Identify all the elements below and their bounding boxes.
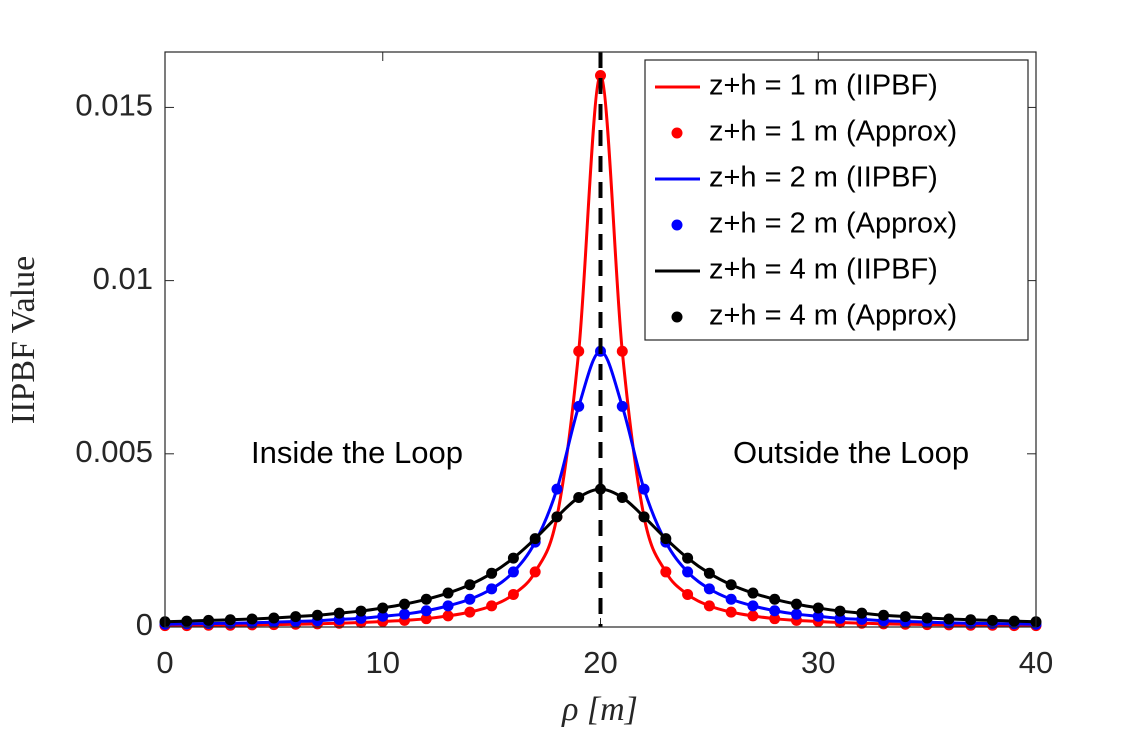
data-point xyxy=(442,600,454,612)
x-tick-label: 0 xyxy=(156,645,173,680)
x-tick-label: 10 xyxy=(366,645,400,680)
data-point xyxy=(573,491,585,503)
data-point xyxy=(790,598,802,610)
x-tick-label: 20 xyxy=(583,645,617,680)
annotation: Inside the Loop xyxy=(251,435,463,470)
legend-label: z+h = 2 m (IIPBF) xyxy=(709,162,938,194)
data-point xyxy=(595,70,606,82)
annotation: Outside the Loop xyxy=(733,435,969,470)
data-point xyxy=(486,600,498,612)
data-point xyxy=(878,609,890,621)
data-point xyxy=(899,611,911,623)
plot-frame xyxy=(164,51,1037,628)
legend-label: z+h = 1 m (IIPBF) xyxy=(709,70,938,102)
legend-marker xyxy=(671,311,683,323)
data-point xyxy=(616,345,628,357)
data-point xyxy=(355,605,367,617)
data-point xyxy=(507,588,519,600)
data-point xyxy=(682,566,694,578)
x-tick-label: 40 xyxy=(1019,645,1053,680)
legend: z+h = 1 m (IIPBF) z+h = 1 m (Approx) z+h =… xyxy=(644,59,1029,341)
y-tick-label: 0 xyxy=(136,607,153,642)
data-point xyxy=(790,608,802,620)
data-point xyxy=(420,605,432,617)
data-point xyxy=(943,613,955,625)
data-point xyxy=(486,567,498,579)
data-point xyxy=(420,613,432,625)
data-point xyxy=(747,587,759,599)
data-point xyxy=(660,533,672,545)
y-tick-label: 0.01 xyxy=(93,261,153,296)
data-point xyxy=(747,610,759,622)
data-point xyxy=(442,610,454,622)
data-point xyxy=(769,605,781,617)
data-point xyxy=(420,593,432,605)
data-point xyxy=(834,605,846,617)
data-point xyxy=(529,533,541,545)
legend-label: z+h = 4 m (IIPBF) xyxy=(709,254,938,286)
x-tick-label: 30 xyxy=(801,645,835,680)
data-point xyxy=(464,593,476,605)
data-point xyxy=(268,612,280,624)
data-point xyxy=(573,345,585,357)
data-point xyxy=(399,598,411,610)
data-point xyxy=(551,483,563,495)
data-point xyxy=(703,600,715,612)
y-tick-label: 0.015 xyxy=(75,88,153,123)
data-point xyxy=(965,614,977,626)
data-point xyxy=(573,400,585,412)
legend-label: z+h = 4 m (Approx) xyxy=(709,300,957,332)
data-point xyxy=(181,615,193,627)
data-point xyxy=(224,614,236,626)
data-point xyxy=(660,566,672,578)
data-point xyxy=(747,600,759,612)
data-point xyxy=(921,612,933,624)
data-point xyxy=(682,552,694,564)
data-point xyxy=(812,610,824,622)
data-point xyxy=(682,588,694,600)
data-point xyxy=(616,400,628,412)
data-point xyxy=(246,613,258,625)
data-point xyxy=(725,593,737,605)
data-point xyxy=(333,607,345,619)
data-point xyxy=(856,607,868,619)
data-point xyxy=(703,567,715,579)
data-point xyxy=(725,579,737,591)
data-point xyxy=(986,614,998,626)
data-point xyxy=(529,566,541,578)
y-axis-label: IIPBF Value xyxy=(5,256,42,424)
legend-marker xyxy=(671,219,683,231)
data-point xyxy=(812,602,824,614)
data-point xyxy=(1008,615,1020,627)
data-point xyxy=(399,608,411,620)
data-point xyxy=(442,587,454,599)
data-point xyxy=(203,614,215,626)
data-point xyxy=(464,579,476,591)
x-axis-label: ρ [m] xyxy=(561,691,638,728)
legend-label: z+h = 1 m (Approx) xyxy=(709,116,957,148)
data-point xyxy=(616,491,628,503)
y-tick-label: 0.005 xyxy=(75,434,153,469)
data-point xyxy=(703,583,715,595)
data-point xyxy=(507,552,519,564)
data-point xyxy=(769,613,781,625)
data-point xyxy=(595,483,606,495)
data-point xyxy=(486,583,498,595)
data-point xyxy=(725,606,737,618)
data-point xyxy=(311,609,323,621)
data-point xyxy=(638,483,650,495)
data-point xyxy=(507,566,519,578)
legend-label: z+h = 2 m (Approx) xyxy=(709,208,957,240)
data-point xyxy=(377,602,389,614)
data-point xyxy=(290,611,302,623)
legend-marker xyxy=(671,127,683,139)
data-point xyxy=(464,606,476,618)
data-point xyxy=(638,511,650,523)
data-point xyxy=(769,593,781,605)
data-point xyxy=(551,511,563,523)
legend-box xyxy=(644,59,1029,341)
data-point xyxy=(377,610,389,622)
